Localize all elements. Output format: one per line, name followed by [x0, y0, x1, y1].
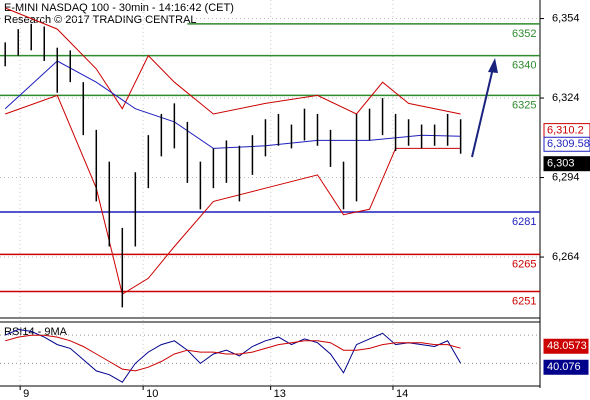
rsi-tag-label: 48.0573	[547, 340, 587, 352]
rsi-line	[5, 334, 461, 372]
rsi-tag-label: 40.076	[547, 361, 581, 373]
forecast-arrow	[471, 58, 498, 158]
x-tick-label: 9	[23, 388, 29, 400]
arrow-head	[488, 58, 498, 73]
level-label: 6340	[512, 60, 536, 72]
y-tick-label: 6,264	[552, 251, 580, 263]
x-tick-label: 13	[274, 388, 286, 400]
rsi-tag	[543, 338, 589, 354]
indicator-line	[5, 7, 461, 115]
level-label: 6352	[512, 28, 536, 40]
level-label: 6325	[512, 99, 536, 111]
price-tag-label: 6,303	[547, 158, 575, 170]
price-tag	[543, 136, 590, 152]
price-tag-label: 6,309.58	[547, 138, 590, 150]
y-tick-label: 6,294	[552, 171, 580, 183]
level-label: 6281	[512, 216, 536, 228]
level-label: 6251	[512, 295, 536, 307]
rsi-tag	[543, 359, 589, 375]
x-tick-label: 14	[396, 388, 408, 400]
x-tick-label: 10	[146, 388, 158, 400]
y-tick-label: 6,354	[552, 12, 580, 24]
rsi-line	[4, 328, 462, 383]
chart-title: E-MINI NASDAQ 100 - 30min - 14:16:42 (CE…	[4, 2, 234, 14]
chart-subtitle: Research © 2017 TRADING CENTRAL	[4, 14, 197, 26]
arrow-shaft	[471, 67, 494, 158]
y-tick-label: 6,324	[552, 92, 580, 104]
level-label: 6265	[512, 258, 536, 270]
price-tag-label: 6,310.2	[547, 125, 584, 137]
price-tag	[543, 156, 590, 172]
